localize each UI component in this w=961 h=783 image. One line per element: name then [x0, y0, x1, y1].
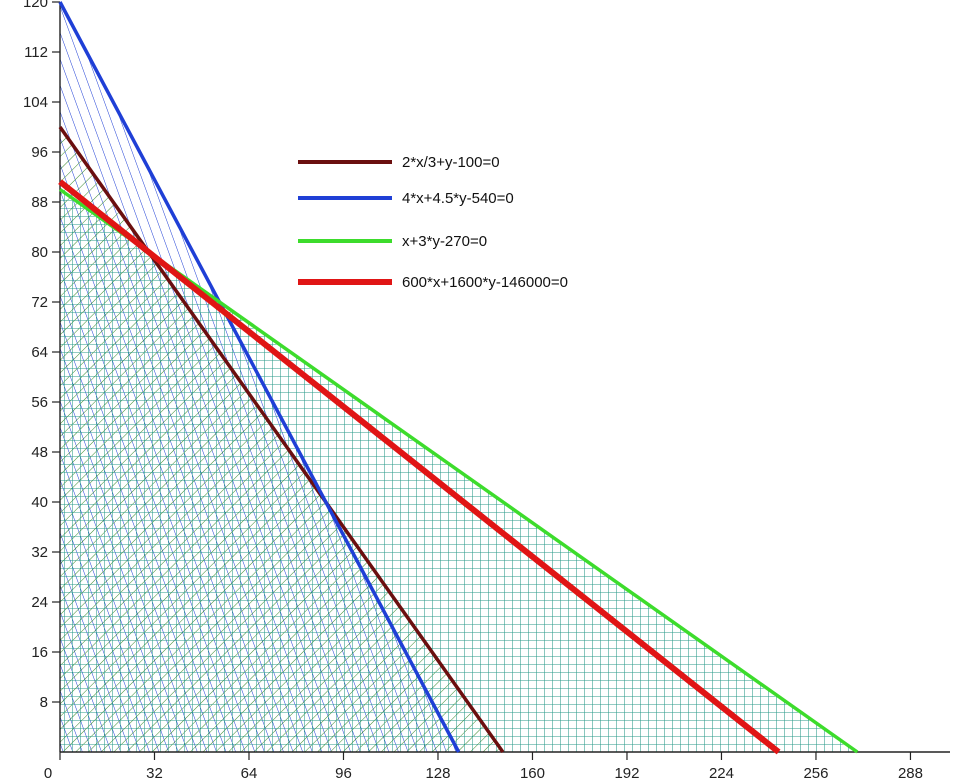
x-tick-label: 96	[335, 765, 352, 782]
y-tick-label: 88	[31, 194, 48, 211]
x-tick-label: 0	[44, 765, 52, 782]
legend-label-3: x+3*y-270=0	[402, 233, 487, 250]
x-tick-label: 64	[241, 765, 258, 782]
y-tick-label: 40	[31, 494, 48, 511]
y-tick-label: 16	[31, 644, 48, 661]
x-tick-label: 288	[898, 765, 923, 782]
y-tick-label: 48	[31, 444, 48, 461]
y-tick-label: 96	[31, 144, 48, 161]
legend: 2*x/3+y-100=0 4*x+4.5*y-540=0 x+3*y-270=0 6…	[298, 154, 568, 291]
y-tick-label: 8	[40, 694, 48, 711]
hatched-regions	[60, 2, 858, 752]
x-tick-label: 256	[803, 765, 828, 782]
y-tick-label: 120	[23, 0, 48, 11]
legend-label-4: 600*x+1600*y-146000=0	[402, 274, 568, 291]
series-lines	[58, 1, 859, 755]
series-line-4	[58, 179, 781, 755]
y-tick-label: 112	[24, 44, 48, 61]
x-tick-label: 224	[709, 765, 734, 782]
x-tick-label: 192	[614, 765, 639, 782]
y-tick-label: 32	[31, 544, 48, 561]
series-line-1	[58, 125, 505, 754]
y-tick-label: 24	[31, 594, 48, 611]
legend-label-2: 4*x+4.5*y-540=0	[402, 190, 514, 207]
y-tick-label: 56	[31, 394, 48, 411]
y-tick-label: 104	[23, 94, 48, 111]
y-tick-label: 72	[31, 294, 48, 311]
y-tick-label: 64	[31, 344, 48, 361]
legend-label-1: 2*x/3+y-100=0	[402, 154, 500, 171]
x-tick-label: 160	[520, 765, 545, 782]
y-tick-label: 80	[31, 244, 48, 261]
series-line-3	[58, 188, 859, 754]
x-tick-label: 32	[146, 765, 163, 782]
x-tick-label: 128	[425, 765, 450, 782]
series-line-2	[58, 1, 461, 753]
